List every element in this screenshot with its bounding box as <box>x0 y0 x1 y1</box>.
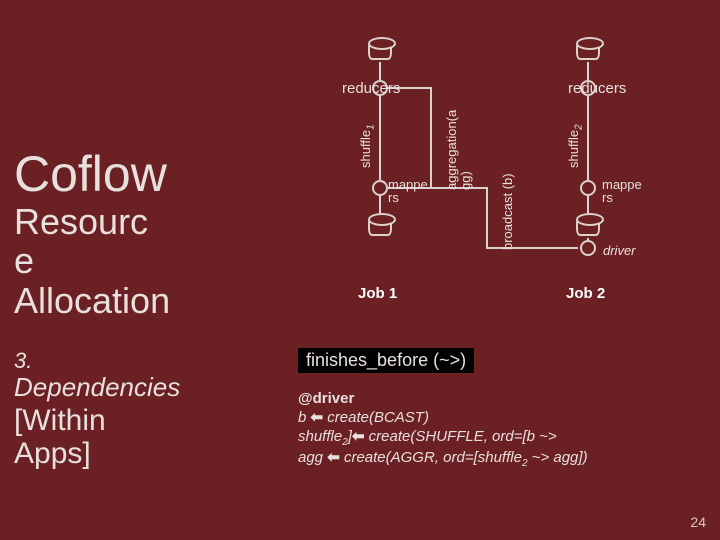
title-block: Coflow Resourc e Allocation 3. Dependenc… <box>14 148 274 470</box>
title-coflow: Coflow <box>14 148 274 201</box>
db-icon <box>368 40 392 60</box>
mappers-left-label: mappe rs <box>388 178 428 204</box>
shuffle2-label: shuffle2 <box>566 124 585 168</box>
code-shuf-lhs: shuffle <box>298 428 342 445</box>
code-line-agg: agg ⬅ create(AGGR, ord=[shuffle2 ~> agg]… <box>298 449 708 471</box>
job1-label: Job 1 <box>358 285 397 302</box>
code-agg-tail: ~> agg]) <box>528 449 588 466</box>
reducers-label-right: reducers <box>568 80 626 97</box>
mapper-node <box>372 180 388 196</box>
connector-line <box>587 196 589 214</box>
shuffle2-text: shuffle <box>566 130 581 168</box>
left-arrow-icon: ⬅ <box>311 409 324 426</box>
finishes-before-op: finishes_before (~>) <box>298 348 474 373</box>
connector-line <box>379 62 381 80</box>
connector-line <box>587 62 589 80</box>
connector-line <box>486 187 488 248</box>
code-b-rhs: create(BCAST) <box>323 409 429 426</box>
connector-line <box>430 87 432 188</box>
shuffle2-sub: 2 <box>574 124 585 130</box>
db-icon <box>576 216 600 236</box>
code-shuf-rhs: create(SHUFFLE, ord=[b ~> <box>365 428 557 445</box>
code-block: @driver b ⬅ create(BCAST) shuffle2]⬅ cre… <box>298 390 708 471</box>
db-icon <box>576 40 600 60</box>
code-line-b: b ⬅ create(BCAST) <box>298 409 708 428</box>
section-within-2: Apps] <box>14 438 274 470</box>
mappers-right-label: mappe rs <box>602 178 642 204</box>
connector-line <box>379 96 381 180</box>
at-driver: @driver <box>298 390 354 407</box>
connector-line <box>587 96 589 180</box>
slide: Coflow Resourc e Allocation 3. Dependenc… <box>0 0 720 540</box>
diagram: reducers reducers shuffle1 shuffle2 aggr… <box>310 40 710 320</box>
mappers-right-2: rs <box>602 190 613 205</box>
left-arrow-icon: ⬅ <box>327 449 340 466</box>
title-allocation: Allocation <box>14 282 274 320</box>
section-number: 3. <box>14 348 274 374</box>
broadcast-label: broadcast (b) <box>500 173 515 250</box>
code-agg-lhs: agg <box>298 449 327 466</box>
shuffle1-text: shuffle <box>358 130 373 168</box>
code-agg-rhs: create(AGGR, ord=[shuffle <box>340 449 522 466</box>
code-line-shuffle: shuffle2]⬅ create(SHUFFLE, ord=[b ~> <box>298 428 708 450</box>
driver-node <box>580 240 596 256</box>
driver-label: driver <box>603 243 636 258</box>
left-arrow-icon: ⬅ <box>352 428 365 445</box>
reducers-label-left: reducers <box>342 80 400 97</box>
section-within-1: [Within <box>14 405 274 437</box>
connector-line <box>379 196 381 214</box>
mapper-node <box>580 180 596 196</box>
page-number: 24 <box>690 514 706 530</box>
code-b-lhs: b <box>298 409 311 426</box>
shuffle1-sub: 1 <box>366 124 377 130</box>
db-icon <box>368 216 392 236</box>
title-resource-2: e <box>14 242 274 280</box>
aggregation-label-b: gg) <box>458 171 473 190</box>
job2-label: Job 2 <box>566 285 605 302</box>
title-resource-1: Resourc <box>14 203 274 241</box>
mappers-left-2: rs <box>388 190 399 205</box>
section-dependencies: Dependencies <box>14 372 274 403</box>
shuffle1-label: shuffle1 <box>358 124 377 168</box>
aggregation-label-a: aggregation(a <box>444 110 459 190</box>
